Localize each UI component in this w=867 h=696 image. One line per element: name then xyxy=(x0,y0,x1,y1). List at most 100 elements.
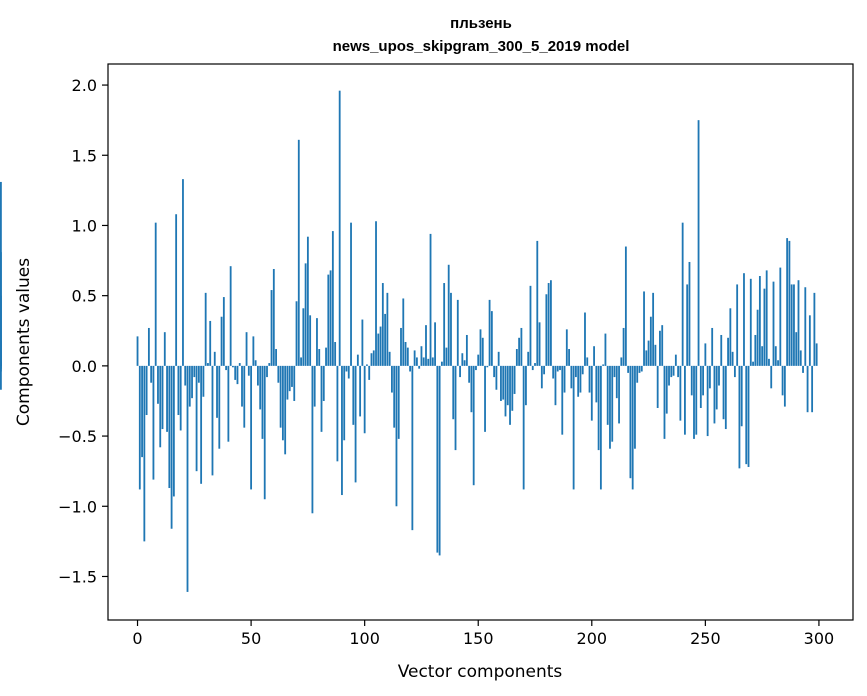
bar xyxy=(329,270,332,366)
bar xyxy=(704,343,707,366)
bar xyxy=(472,365,475,486)
bar xyxy=(797,280,800,366)
bar xyxy=(284,365,287,455)
bar xyxy=(561,365,564,435)
bar xyxy=(568,349,570,366)
bar xyxy=(602,364,605,366)
bar xyxy=(293,365,296,401)
bar xyxy=(559,365,561,371)
bar xyxy=(450,292,452,366)
bar xyxy=(586,357,589,366)
bar xyxy=(563,365,566,393)
bar xyxy=(668,365,670,386)
bar xyxy=(386,292,389,366)
bar xyxy=(229,266,232,366)
x-tick-label: 300 xyxy=(804,629,835,648)
bar xyxy=(547,283,550,366)
bar xyxy=(590,365,593,421)
bar xyxy=(325,347,327,366)
bar xyxy=(141,365,143,458)
bar xyxy=(286,365,289,400)
bar xyxy=(434,322,436,366)
bar xyxy=(770,365,773,389)
bar xyxy=(606,365,609,425)
bar xyxy=(136,336,139,366)
bar xyxy=(699,365,702,408)
bar xyxy=(763,288,766,366)
bar xyxy=(236,365,239,385)
bar xyxy=(302,308,305,366)
bar xyxy=(595,365,598,403)
bar xyxy=(277,365,280,383)
bar xyxy=(527,351,530,366)
y-tick-label: −1.0 xyxy=(58,497,97,516)
bar xyxy=(213,351,216,366)
bar xyxy=(304,263,307,366)
bar xyxy=(711,327,714,366)
bar xyxy=(804,287,807,366)
bar xyxy=(143,365,146,542)
bar xyxy=(727,337,729,366)
bar xyxy=(0,181,2,366)
bar xyxy=(368,365,371,380)
bar xyxy=(688,261,691,366)
bar xyxy=(634,365,636,449)
bar xyxy=(352,365,355,425)
bar xyxy=(490,311,493,366)
bar xyxy=(327,274,330,366)
bar xyxy=(184,365,187,386)
bar xyxy=(427,358,430,366)
bar xyxy=(693,365,695,439)
bar xyxy=(316,318,318,366)
bar xyxy=(497,351,500,366)
x-axis-ticks: 0 50 100 150 200 250 300 xyxy=(132,620,834,648)
bar xyxy=(381,283,384,366)
bar xyxy=(565,329,568,366)
x-tick-label: 200 xyxy=(577,629,608,648)
bar xyxy=(690,365,693,396)
bar xyxy=(375,221,377,366)
bar xyxy=(456,299,459,366)
bar xyxy=(777,360,779,366)
bar xyxy=(802,365,804,373)
bar xyxy=(172,365,175,497)
bar xyxy=(522,365,525,490)
bar xyxy=(252,336,255,366)
bar xyxy=(347,365,350,379)
x-axis-label: Vector components xyxy=(398,662,563,682)
bar xyxy=(436,365,439,553)
bar xyxy=(402,298,405,366)
bar xyxy=(731,351,734,366)
bar xyxy=(624,246,627,366)
bar xyxy=(509,365,511,425)
bar xyxy=(300,357,302,366)
bar xyxy=(720,334,723,366)
bar xyxy=(638,365,641,373)
y-tick-label: 2.0 xyxy=(72,76,97,95)
bar xyxy=(0,365,2,369)
bar xyxy=(297,139,300,366)
bar xyxy=(397,365,400,439)
bar xyxy=(643,291,645,366)
bar xyxy=(195,365,198,472)
bar xyxy=(207,363,209,366)
bar xyxy=(681,222,684,366)
bar xyxy=(781,365,784,396)
bar xyxy=(550,280,552,366)
bar xyxy=(234,365,237,380)
bar xyxy=(749,278,752,366)
bar xyxy=(429,233,432,366)
bar xyxy=(384,313,387,366)
bar xyxy=(475,365,477,371)
bar xyxy=(754,334,757,366)
bar xyxy=(768,358,770,366)
bar xyxy=(275,349,277,366)
y-tick-label: 0.0 xyxy=(72,357,97,376)
bar xyxy=(484,365,486,432)
bar xyxy=(247,365,250,376)
bar xyxy=(359,365,362,417)
bar xyxy=(640,365,643,372)
bar xyxy=(188,365,191,407)
bar xyxy=(452,365,455,420)
bar xyxy=(758,276,761,366)
